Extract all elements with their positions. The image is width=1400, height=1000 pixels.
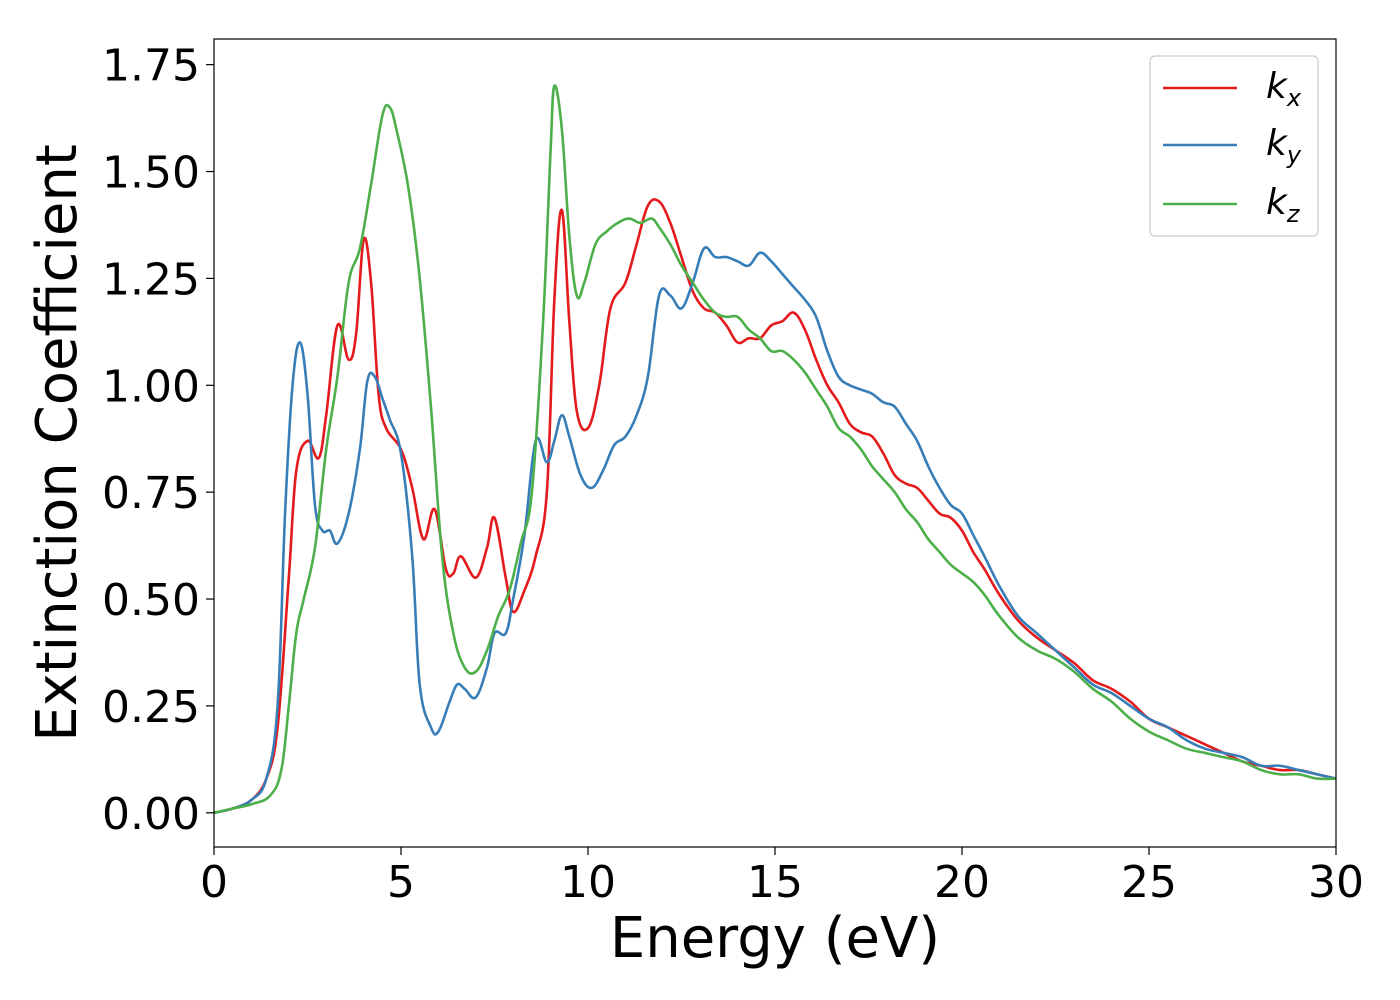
series-line-kx [214,198,1336,815]
x-tick-label: 5 [387,857,415,908]
y-tick-label: 1.25 [102,254,200,305]
y-tick-label: 1.75 [102,41,200,92]
x-axis-label: Energy (eV) [610,906,940,971]
x-tick-label: 25 [1121,857,1177,908]
x-tick-label: 20 [934,857,990,908]
x-tick-label: 10 [560,857,616,908]
y-tick-label: 1.00 [102,361,200,412]
y-tick-label: 0.50 [102,575,200,626]
y-tick-label: 0.75 [102,468,200,519]
y-tick-label: 1.50 [102,148,200,199]
y-axis: 0.00 0.25 0.50 0.75 1.00 1.25 1.50 1.75 [102,41,214,840]
y-axis-label: Extinction Coefficient [25,144,90,742]
y-tick-label: 0.00 [102,789,200,840]
legend-label-ky: ky [1266,123,1302,169]
legend-label-kx: kx [1266,66,1302,112]
x-axis: 0 5 10 15 20 25 30 [200,847,1364,908]
legend-label-kz: kz [1266,182,1301,228]
series-line-ky [214,246,1336,815]
legend: kx ky kz [1149,55,1319,237]
series-line-kz [214,84,1336,815]
series-layer [214,84,1336,815]
plot-background [214,39,1336,847]
x-tick-label: 30 [1308,857,1364,908]
y-tick-label: 0.25 [102,682,200,733]
x-tick-label: 0 [200,857,228,908]
x-tick-label: 15 [747,857,803,908]
